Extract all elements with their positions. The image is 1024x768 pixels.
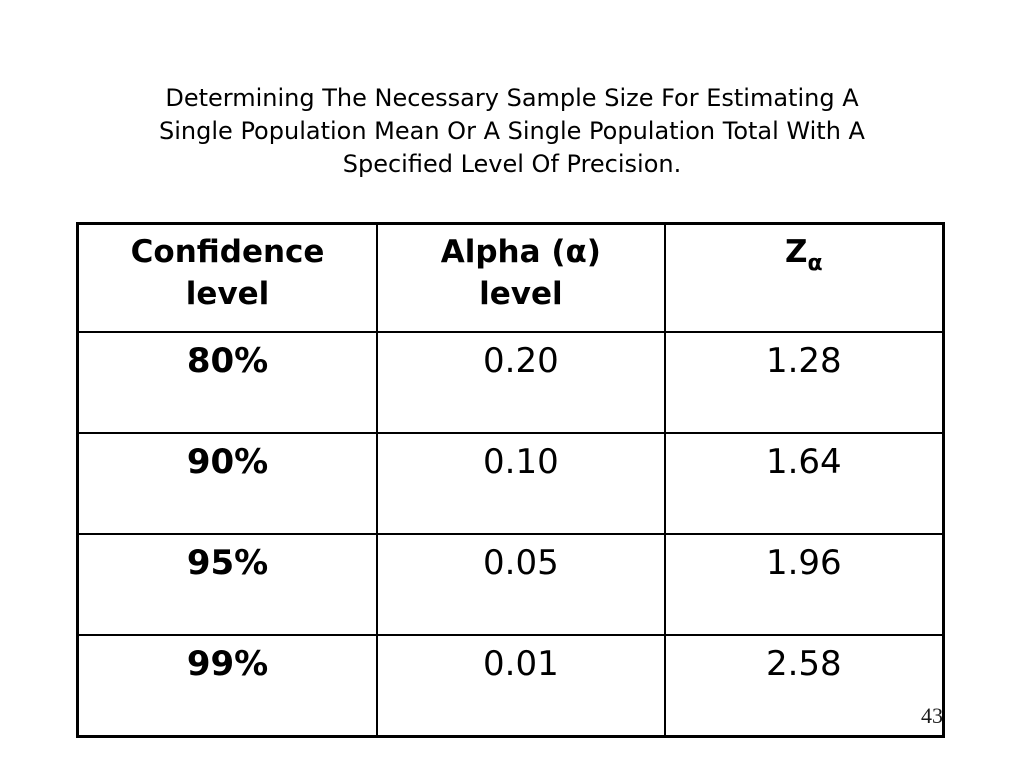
header-alpha-line1: Alpha (α) — [440, 234, 601, 270]
header-alpha-line2: level — [479, 276, 563, 312]
cell-z-164: 1.64 — [663, 432, 945, 535]
header-confidence-level: Confidence level — [76, 222, 379, 333]
table-row: 95% 0.05 1.96 — [76, 533, 945, 636]
cell-z-196: 1.96 — [663, 533, 945, 636]
table-row: 80% 0.20 1.28 — [76, 331, 945, 434]
title-line-1: Determining The Necessary Sample Size Fo… — [165, 84, 859, 112]
table-row: 90% 0.10 1.64 — [76, 432, 945, 535]
cell-alpha-001: 0.01 — [376, 634, 666, 738]
cell-alpha-010: 0.10 — [376, 432, 666, 535]
cell-confidence-99: 99% — [76, 634, 379, 738]
cell-confidence-80: 80% — [76, 331, 379, 434]
z-subscript-alpha: α — [807, 251, 823, 276]
title-line-2: Single Population Mean Or A Single Popul… — [159, 117, 865, 145]
table-header-row: Confidence level Alpha (α) level Zα — [76, 222, 945, 333]
header-confidence-line1: Confidence — [130, 234, 325, 270]
cell-confidence-90: 90% — [76, 432, 379, 535]
header-confidence-line2: level — [185, 276, 270, 312]
cell-alpha-005: 0.05 — [376, 533, 666, 636]
header-alpha-level: Alpha (α) level — [376, 222, 666, 333]
cell-z-128: 1.28 — [663, 331, 945, 434]
cell-z-258: 2.58 — [663, 634, 945, 738]
slide-title: Determining The Necessary Sample Size Fo… — [0, 82, 1024, 181]
header-z-alpha: Zα — [663, 222, 945, 333]
cell-confidence-95: 95% — [76, 533, 379, 636]
cell-alpha-020: 0.20 — [376, 331, 666, 434]
z-symbol: Z — [785, 234, 808, 270]
confidence-z-table: Confidence level Alpha (α) level Zα 80% … — [76, 222, 945, 738]
slide-page-number: 43 — [921, 703, 943, 728]
table-row: 99% 0.01 2.58 — [76, 634, 945, 738]
title-line-3: Specified Level Of Precision. — [342, 150, 682, 178]
